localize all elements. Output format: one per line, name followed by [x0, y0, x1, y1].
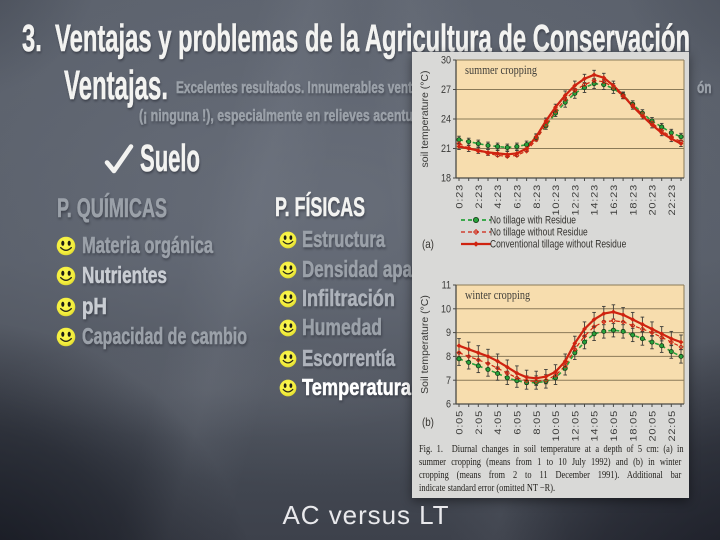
svg-text:8:23: 8:23 [533, 184, 543, 209]
svg-text:11: 11 [442, 280, 452, 292]
svg-text:winter cropping: winter cropping [465, 289, 530, 302]
svg-text:18: 18 [441, 173, 451, 185]
svg-text:10:23: 10:23 [552, 184, 562, 216]
svg-text:22:05: 22:05 [668, 410, 678, 442]
svg-text:10: 10 [441, 304, 451, 316]
svg-text:24: 24 [441, 114, 451, 126]
svg-text:7: 7 [446, 375, 451, 387]
svg-text:8: 8 [446, 351, 451, 363]
svg-text:16:23: 16:23 [610, 184, 620, 216]
svg-text:6:05: 6:05 [513, 410, 523, 435]
svg-text:12:05: 12:05 [571, 410, 581, 442]
svg-text:20:05: 20:05 [648, 410, 658, 442]
svg-text:9: 9 [446, 327, 451, 339]
svg-text:Soil temperature (°C): Soil temperature (°C) [419, 295, 431, 394]
svg-text:No tillage with Residue: No tillage with Residue [490, 215, 576, 227]
svg-text:4:23: 4:23 [494, 184, 504, 209]
svg-text:(a): (a) [422, 238, 434, 251]
svg-text:14:05: 14:05 [591, 410, 601, 442]
svg-text:Conventional tillage without R: Conventional tillage without Residue [490, 239, 627, 251]
svg-text:6: 6 [446, 399, 451, 411]
svg-text:27: 27 [441, 84, 451, 96]
svg-text:0:05: 0:05 [455, 410, 465, 435]
svg-text:18:23: 18:23 [629, 184, 639, 216]
svg-text:summer cropping: summer cropping [465, 64, 537, 77]
svg-text:21: 21 [441, 143, 451, 155]
svg-text:2:05: 2:05 [475, 410, 485, 435]
svg-text:soil temperature (°C): soil temperature (°C) [419, 71, 431, 168]
svg-text:2:23: 2:23 [475, 184, 485, 209]
svg-text:(b): (b) [422, 416, 434, 429]
svg-text:30: 30 [441, 55, 451, 67]
svg-text:10:05: 10:05 [552, 410, 562, 442]
svg-text:18:05: 18:05 [629, 410, 639, 442]
svg-text:8:05: 8:05 [533, 410, 543, 435]
svg-text:20:23: 20:23 [648, 184, 658, 216]
svg-text:16:05: 16:05 [610, 410, 620, 442]
svg-text:4:05: 4:05 [494, 410, 504, 435]
svg-text:6:23: 6:23 [513, 184, 523, 209]
svg-text:22:23: 22:23 [668, 184, 678, 216]
svg-text:No tillage without Residue: No tillage without Residue [490, 227, 588, 239]
svg-text:0:23: 0:23 [455, 184, 465, 209]
svg-text:12:23: 12:23 [571, 184, 581, 216]
svg-text:14:23: 14:23 [591, 184, 601, 216]
